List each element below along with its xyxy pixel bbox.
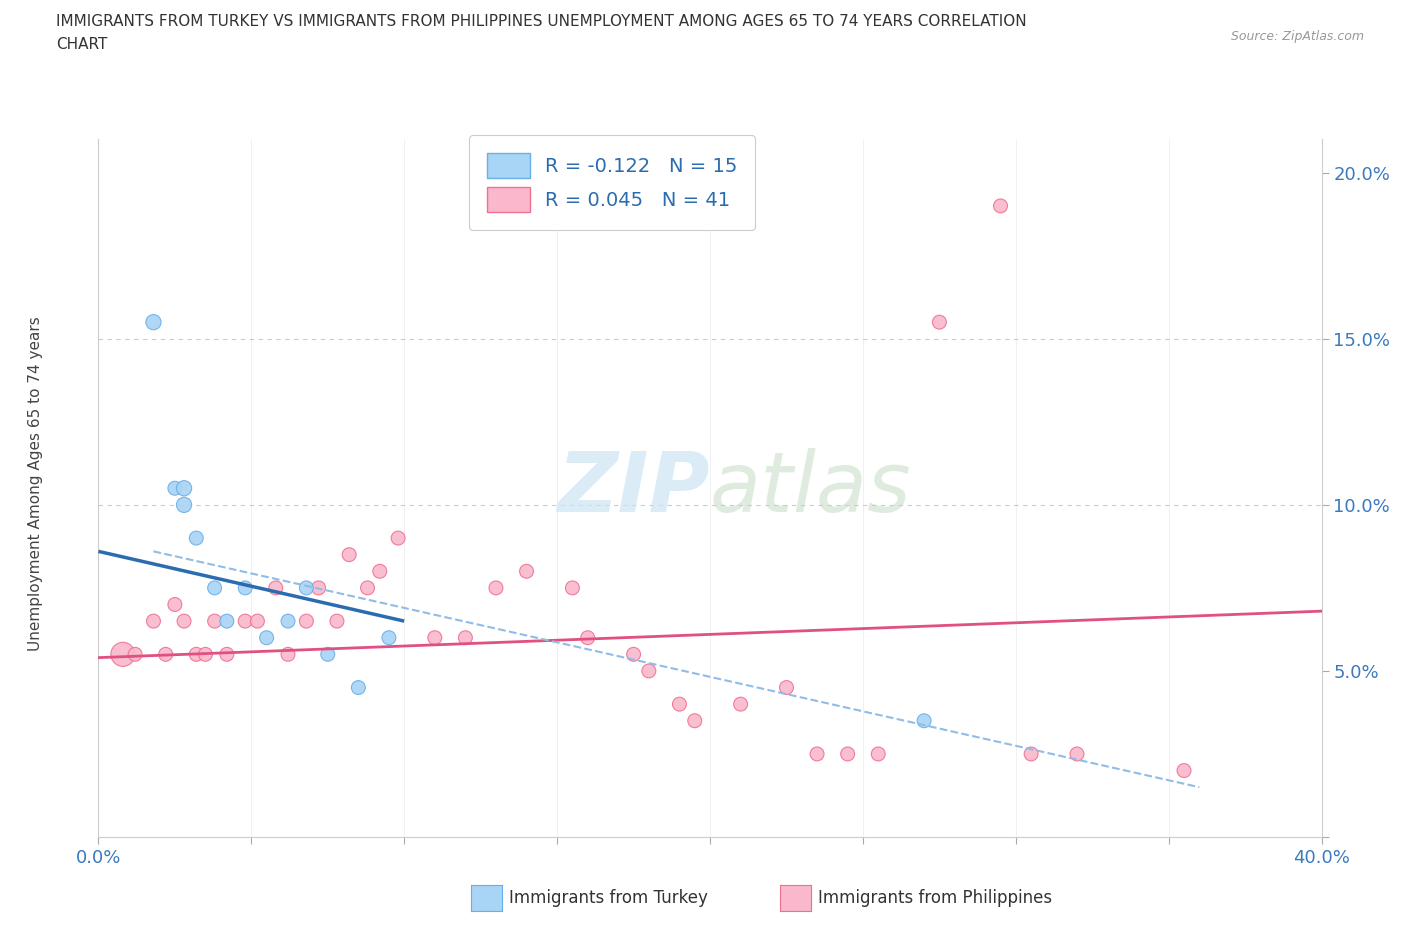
Point [806, 747, 828, 762]
Point [316, 647, 339, 662]
Point [347, 680, 370, 695]
Point [155, 647, 177, 662]
Point [454, 631, 477, 645]
Point [356, 580, 378, 595]
Point [337, 547, 360, 562]
Text: Immigrants from Philippines: Immigrants from Philippines [818, 889, 1053, 908]
Point [837, 747, 859, 762]
Point [928, 314, 950, 329]
Point [215, 647, 238, 662]
Point [277, 614, 299, 629]
Point [186, 647, 208, 662]
Point [683, 713, 706, 728]
Point [186, 531, 208, 546]
Point [912, 713, 935, 728]
Point [111, 647, 134, 662]
Text: IMMIGRANTS FROM TURKEY VS IMMIGRANTS FROM PHILIPPINES UNEMPLOYMENT AMONG AGES 65: IMMIGRANTS FROM TURKEY VS IMMIGRANTS FRO… [56, 14, 1026, 29]
Text: atlas: atlas [710, 447, 911, 529]
Point [204, 580, 226, 595]
Point [295, 580, 318, 595]
Text: ZIP: ZIP [557, 447, 710, 529]
Point [233, 580, 256, 595]
Point [576, 631, 599, 645]
Point [623, 647, 645, 662]
Point [730, 697, 752, 711]
Legend: R = -0.122   N = 15, R = 0.045   N = 41: R = -0.122 N = 15, R = 0.045 N = 41 [470, 135, 755, 230]
Point [142, 314, 165, 329]
Point [264, 580, 287, 595]
Point [1019, 747, 1042, 762]
Point [1066, 747, 1088, 762]
Point [215, 614, 238, 629]
Point [142, 614, 165, 629]
Point [990, 198, 1012, 213]
Point [637, 663, 661, 678]
Point [775, 680, 797, 695]
Point [173, 614, 195, 629]
Point [868, 747, 890, 762]
Point [423, 631, 446, 645]
Point [246, 614, 269, 629]
Point [277, 647, 299, 662]
Point [326, 614, 349, 629]
Text: Source: ZipAtlas.com: Source: ZipAtlas.com [1230, 30, 1364, 43]
Point [378, 631, 401, 645]
Point [1173, 764, 1195, 778]
Point [124, 647, 146, 662]
Point [163, 597, 186, 612]
Text: Unemployment Among Ages 65 to 74 years: Unemployment Among Ages 65 to 74 years [28, 316, 42, 651]
Point [368, 564, 391, 578]
Point [485, 580, 508, 595]
Point [256, 631, 278, 645]
Point [173, 498, 195, 512]
Point [308, 580, 330, 595]
Point [516, 564, 538, 578]
Text: CHART: CHART [56, 37, 108, 52]
Point [561, 580, 583, 595]
Point [194, 647, 217, 662]
Point [233, 614, 256, 629]
Point [668, 697, 690, 711]
Point [204, 614, 226, 629]
Point [295, 614, 318, 629]
Point [387, 531, 409, 546]
Point [173, 481, 195, 496]
Point [163, 481, 186, 496]
Text: Immigrants from Turkey: Immigrants from Turkey [509, 889, 707, 908]
